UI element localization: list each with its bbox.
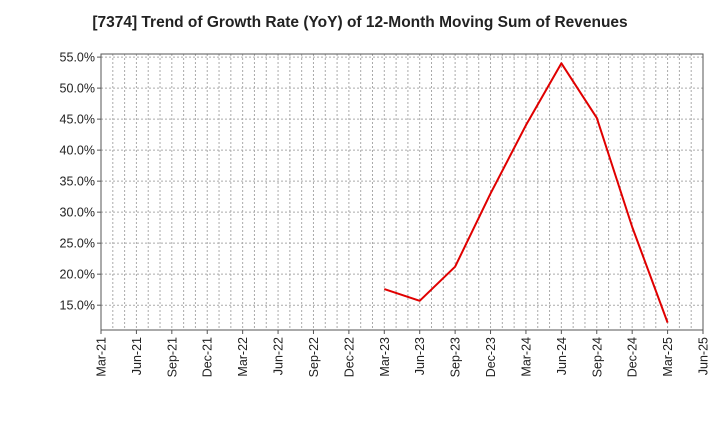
x-tick-label: Jun-23 — [413, 337, 427, 375]
plot-area — [101, 54, 703, 330]
x-tick-label: Dec-23 — [484, 337, 498, 377]
x-tick-label: Dec-24 — [626, 337, 640, 377]
y-tick-label: 45.0% — [60, 113, 95, 127]
x-tick-label: Jun-21 — [130, 337, 144, 375]
x-tick-label: Mar-23 — [378, 337, 392, 377]
x-tick-label: Sep-21 — [165, 337, 179, 377]
y-tick-label: 20.0% — [60, 268, 95, 282]
y-tick-label: 25.0% — [60, 237, 95, 251]
x-tick-label: Jun-24 — [555, 337, 569, 375]
x-tick-label: Sep-22 — [307, 337, 321, 377]
x-tick-label: Jun-22 — [272, 337, 286, 375]
y-tick-label: 35.0% — [60, 175, 95, 189]
x-tick-label: Mar-21 — [95, 337, 109, 377]
chart-title: [7374] Trend of Growth Rate (YoY) of 12-… — [92, 14, 628, 31]
x-tick-label: Mar-22 — [236, 337, 250, 377]
x-tick-label: Sep-23 — [449, 337, 463, 377]
x-tick-label: Sep-24 — [590, 337, 604, 377]
y-tick-label: 55.0% — [60, 51, 95, 65]
x-tick-label: Dec-22 — [342, 337, 356, 377]
y-tick-label: 30.0% — [60, 206, 95, 220]
y-tick-label: 50.0% — [60, 82, 95, 96]
x-tick-label: Mar-25 — [661, 337, 675, 377]
y-axis: 15.0% 20.0% 25.0% 30.0% 35.0% 40.0% 45.0% 50.0%… — [60, 51, 101, 313]
series-line — [383, 62, 669, 323]
x-tick-label: Dec-21 — [201, 337, 215, 377]
x-tick-label: Jun-25 — [697, 337, 711, 375]
series-layer — [383, 62, 669, 323]
y-tick-label: 15.0% — [60, 299, 95, 313]
y-tick-label: 40.0% — [60, 144, 95, 158]
plot-frame — [100, 53, 704, 331]
x-axis: Mar-21 Jun-21 Sep-21 Dec-21 Mar-22 Jun-22 Sep-… — [95, 330, 711, 377]
grid — [101, 54, 703, 330]
x-tick-label: Mar-24 — [519, 337, 533, 377]
